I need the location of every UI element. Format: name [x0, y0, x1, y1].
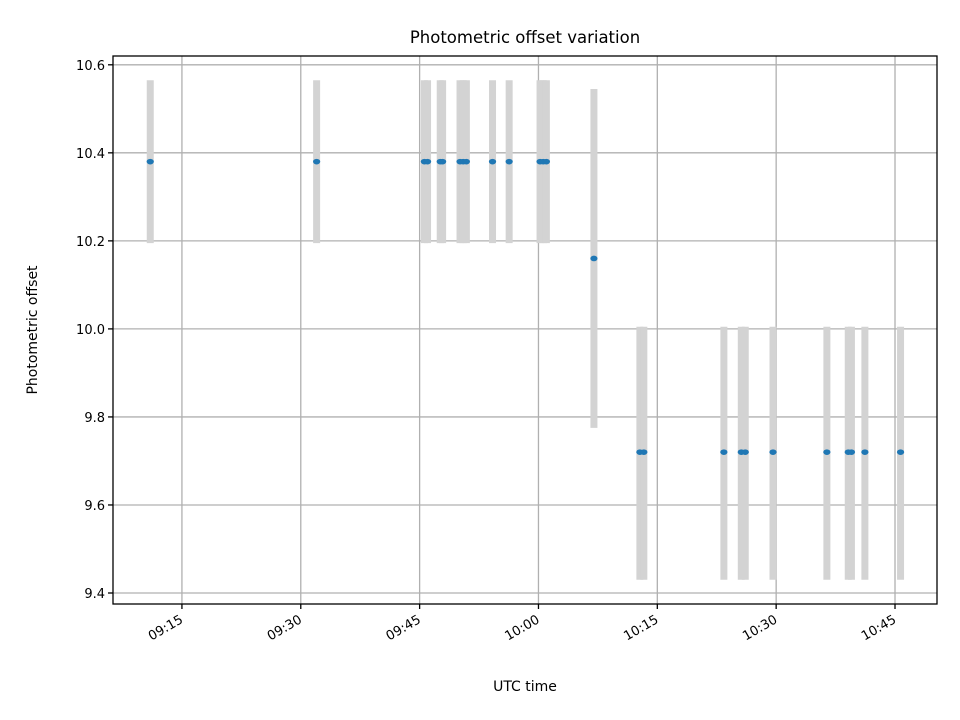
- x-tick-label: 09:15: [146, 612, 186, 644]
- x-tick-label: 09:45: [384, 612, 424, 644]
- data-point: [741, 449, 749, 455]
- data-point: [423, 158, 432, 165]
- grid-lines: [113, 56, 937, 604]
- data-point: [488, 158, 497, 165]
- data-point: [861, 449, 869, 455]
- data-point: [146, 158, 154, 165]
- data-point: [896, 449, 905, 455]
- y-tick-label: 10.6: [76, 59, 105, 74]
- y-tick-label: 9.8: [84, 411, 105, 426]
- x-tick-label: 10:00: [503, 612, 543, 644]
- y-axis-ticks: 9.4 9.6 9.8 10.0 10.2 10.4 10.6: [76, 59, 113, 602]
- x-tick-label: 09:30: [265, 612, 305, 644]
- data-point: [847, 449, 856, 455]
- data-point: [640, 449, 648, 455]
- data-point: [590, 255, 598, 262]
- data-point: [505, 158, 513, 165]
- data-point: [769, 449, 777, 455]
- data-point: [462, 158, 470, 165]
- x-tick-label: 10:15: [621, 612, 661, 644]
- x-axis-ticks: 09:15 09:30 09:45 10:00 10:15 10:30 10:45: [146, 604, 899, 644]
- data-point: [542, 158, 550, 165]
- data-points: [146, 158, 905, 455]
- data-point: [823, 449, 831, 455]
- y-tick-label: 9.6: [84, 499, 105, 514]
- data-point: [313, 158, 321, 165]
- y-tick-label: 10.2: [76, 235, 105, 250]
- y-tick-label: 10.4: [76, 147, 105, 162]
- plot-frame: [112, 55, 938, 605]
- data-point: [439, 158, 447, 165]
- x-tick-label: 10:45: [859, 612, 899, 644]
- chart-title: Photometric offset variation: [410, 28, 640, 47]
- y-tick-label: 9.4: [84, 587, 105, 602]
- x-axis-label: UTC time: [493, 679, 557, 695]
- x-tick-label: 10:30: [740, 612, 780, 644]
- y-tick-label: 10.0: [76, 323, 105, 338]
- y-axis-label: Photometric offset: [25, 265, 41, 395]
- data-point: [720, 449, 728, 455]
